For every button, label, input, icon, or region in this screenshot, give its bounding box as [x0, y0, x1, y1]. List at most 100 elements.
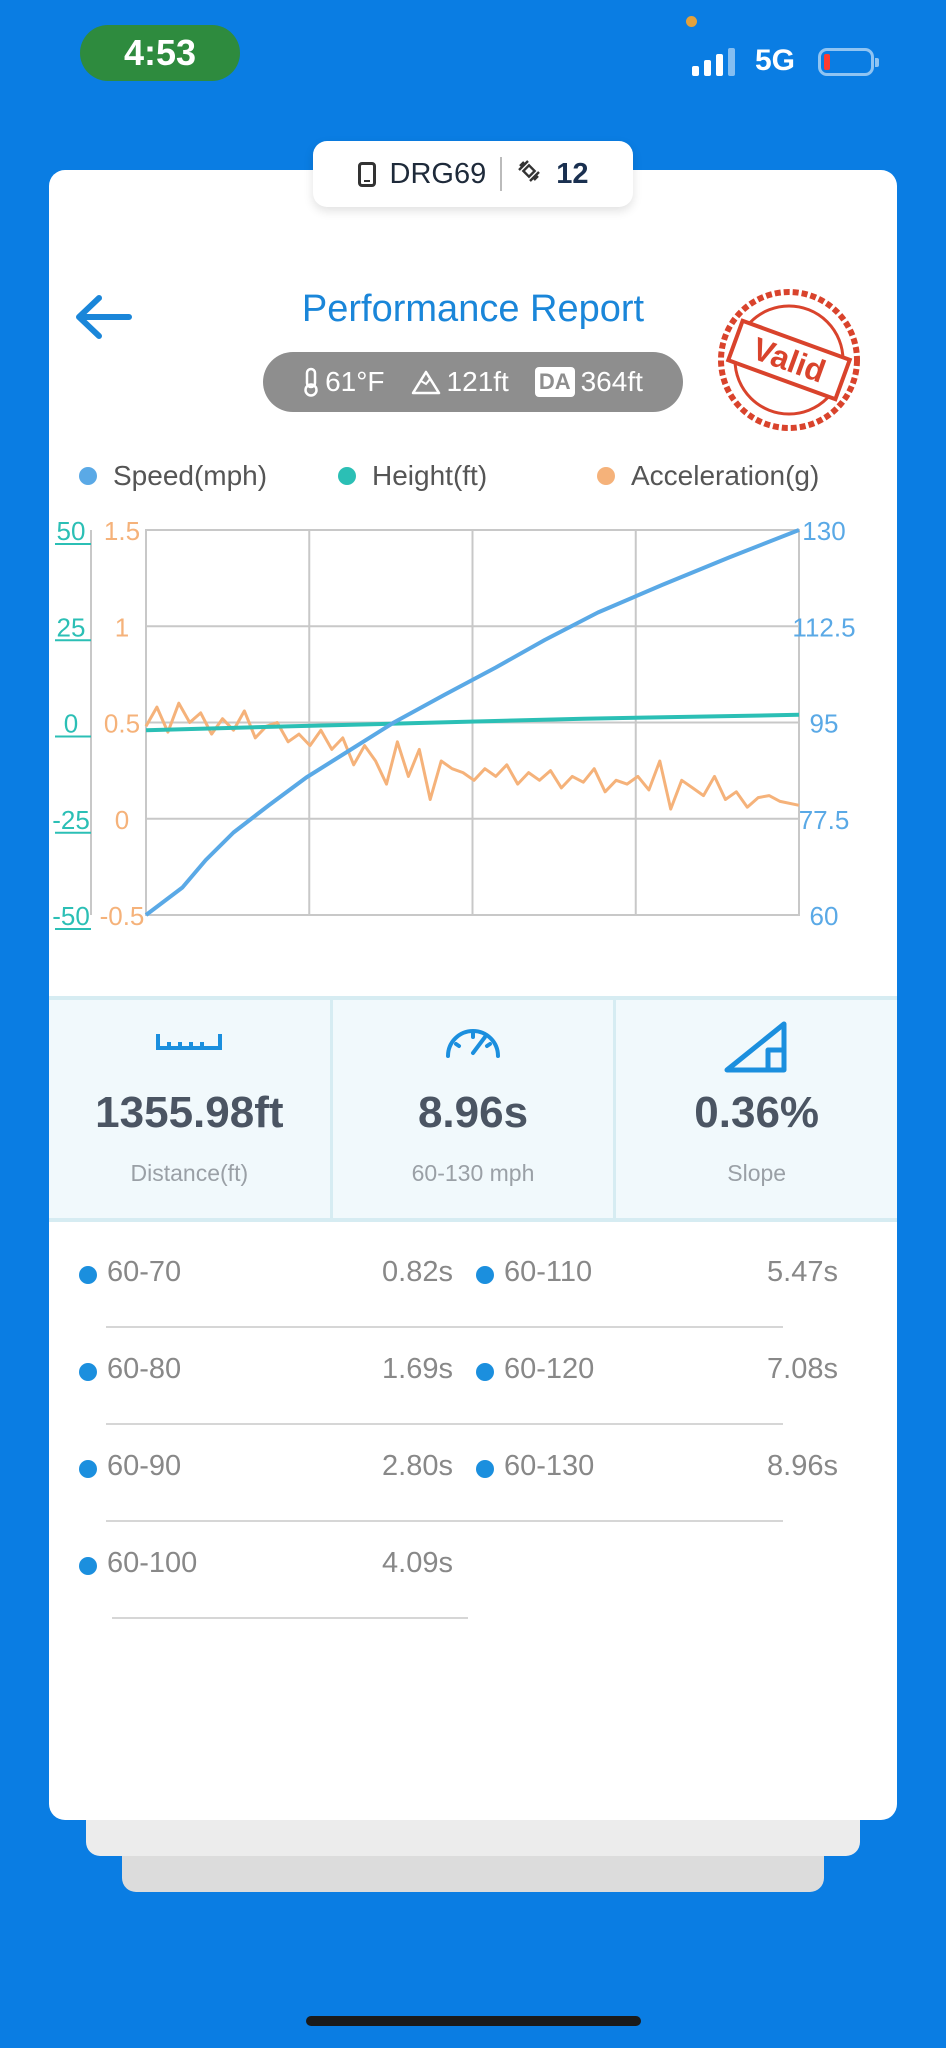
altitude-item: 121ft: [411, 366, 509, 398]
series-line-height-ft-: [145, 712, 800, 733]
stat-distance-label: Distance(ft): [130, 1160, 249, 1186]
satellite-count: 12: [556, 157, 589, 190]
speed-axis-tick: 95: [810, 709, 839, 739]
temperature-value: 61°F: [325, 366, 385, 397]
split-dot: [79, 1557, 97, 1575]
stat-slope-label: Slope: [727, 1160, 787, 1186]
performance-chart: 50 25 0 -25 -50 1.5 1 0.5 0 -0.5 130 112.5 95 77.5 60: [52, 516, 855, 931]
stat-time: 8.96s 60-130 mph: [329, 1000, 614, 1218]
split-label: 60-70: [107, 1256, 182, 1288]
split-value: 0.82s: [382, 1256, 453, 1288]
split-dot: [476, 1266, 494, 1284]
signal-icon: [692, 48, 735, 76]
tab-divider: [500, 157, 503, 191]
split-label: 60-120: [504, 1353, 595, 1385]
split-divider: [106, 1520, 783, 1522]
legend-height-dot: [338, 467, 356, 485]
height-axis-tick: -50: [52, 901, 90, 931]
split-dot: [476, 1460, 494, 1478]
valid-stamp: Valid: [714, 285, 864, 440]
height-axis-tick: -25: [52, 805, 90, 835]
speed-axis-tick: 112.5: [792, 612, 855, 642]
page-title: Performance Report: [301, 288, 645, 330]
series-line-speed-mph-: [144, 528, 800, 917]
speed-axis-tick: 60: [810, 901, 839, 931]
arrow-left-icon: [76, 295, 132, 339]
legend-height[interactable]: Height(ft): [338, 460, 487, 492]
stat-slope-value: 0.36%: [694, 1088, 820, 1137]
height-axis-tick: 25: [57, 612, 86, 642]
speed-axis-tick: 77.5: [799, 805, 850, 835]
altitude-value: 121ft: [446, 366, 509, 397]
split-divider: [112, 1617, 468, 1619]
device-icon: [357, 161, 376, 187]
chart-legend: Speed(mph) Height(ft) Acceleration(g): [49, 460, 897, 500]
legend-speed-dot: [79, 467, 97, 485]
split-label: 60-100: [107, 1547, 198, 1579]
temperature-item: 61°F: [303, 366, 385, 398]
split-label: 60-80: [107, 1353, 182, 1385]
slope-icon: [616, 1020, 897, 1074]
legend-acceleration[interactable]: Acceleration(g): [597, 460, 819, 492]
split-dot: [476, 1363, 494, 1381]
split-dot: [79, 1266, 97, 1284]
height-axis-tick: 50: [57, 516, 86, 546]
split-value: 5.47s: [767, 1256, 838, 1288]
status-time: 4:53: [80, 25, 240, 81]
split-item: 60-70 0.82s: [79, 1230, 468, 1328]
split-item: 60-110 5.47s: [106, 1230, 838, 1328]
density-altitude-item: DA 364ft: [534, 366, 643, 398]
acceleration-axis-tick: 0.5: [104, 709, 140, 739]
acceleration-axis-tick: 1.5: [104, 516, 140, 546]
split-label: 60-130: [504, 1450, 595, 1482]
acceleration-axis-tick: 1: [115, 612, 129, 642]
split-value: 7.08s: [767, 1353, 838, 1385]
legend-acceleration-label: Acceleration(g): [631, 460, 820, 491]
conditions-pill: 61°F 121ft DA 364ft: [263, 352, 683, 412]
split-dot: [79, 1363, 97, 1381]
device-name: DRG69: [389, 157, 487, 190]
series-line-acceleration-g-: [144, 701, 800, 811]
speedometer-icon: [333, 1020, 614, 1060]
satellite-icon: [516, 158, 542, 191]
back-button[interactable]: [71, 290, 135, 349]
mountain-icon: [411, 370, 440, 395]
device-tab[interactable]: DRG69 12: [313, 141, 633, 207]
da-badge: DA: [534, 367, 575, 397]
privacy-indicator-dot: [686, 16, 697, 27]
home-indicator[interactable]: [306, 2016, 641, 2026]
acceleration-axis-tick: -0.5: [100, 901, 145, 931]
split-item: 60-90 2.80s: [79, 1424, 468, 1522]
battery-icon: [818, 48, 879, 76]
height-axis-tick: 0: [64, 709, 78, 739]
split-dot: [79, 1460, 97, 1478]
legend-speed-label: Speed(mph): [113, 460, 268, 491]
split-item: 60-120 7.08s: [106, 1327, 838, 1425]
thermometer-icon: [304, 367, 318, 397]
split-value: 8.96s: [767, 1450, 838, 1482]
report-card: Performance Report 61°F 121ft DA 364ft V…: [49, 170, 897, 1820]
split-divider: [106, 1326, 783, 1328]
ruler-icon: [49, 1020, 330, 1056]
split-label: 60-110: [504, 1256, 593, 1288]
split-value: 4.09s: [382, 1547, 453, 1579]
stat-slope: 0.36% Slope: [613, 1000, 897, 1218]
stats-panel: 1355.98ft Distance(ft) 8.96s 60-130 mph …: [49, 996, 897, 1222]
split-value: 1.69s: [382, 1353, 453, 1385]
speed-axis-tick: 130: [802, 516, 845, 546]
density-altitude-value: 364ft: [580, 366, 643, 397]
split-label: 60-90: [107, 1450, 182, 1482]
acceleration-axis-tick: 0: [115, 805, 129, 835]
split-item: 60-130 8.96s: [106, 1424, 838, 1522]
legend-height-label: Height(ft): [372, 460, 488, 491]
stat-distance-value: 1355.98ft: [95, 1088, 284, 1137]
stat-distance: 1355.98ft Distance(ft): [49, 1000, 330, 1218]
network-type: 5G: [755, 44, 796, 77]
split-item: 60-80 1.69s: [79, 1327, 468, 1425]
stat-time-label: 60-130 mph: [411, 1160, 535, 1186]
stat-time-value: 8.96s: [417, 1088, 529, 1137]
legend-speed[interactable]: Speed(mph): [79, 460, 267, 492]
split-divider: [106, 1423, 783, 1425]
split-item: 60-100 4.09s: [79, 1521, 468, 1619]
legend-acceleration-dot: [597, 467, 615, 485]
